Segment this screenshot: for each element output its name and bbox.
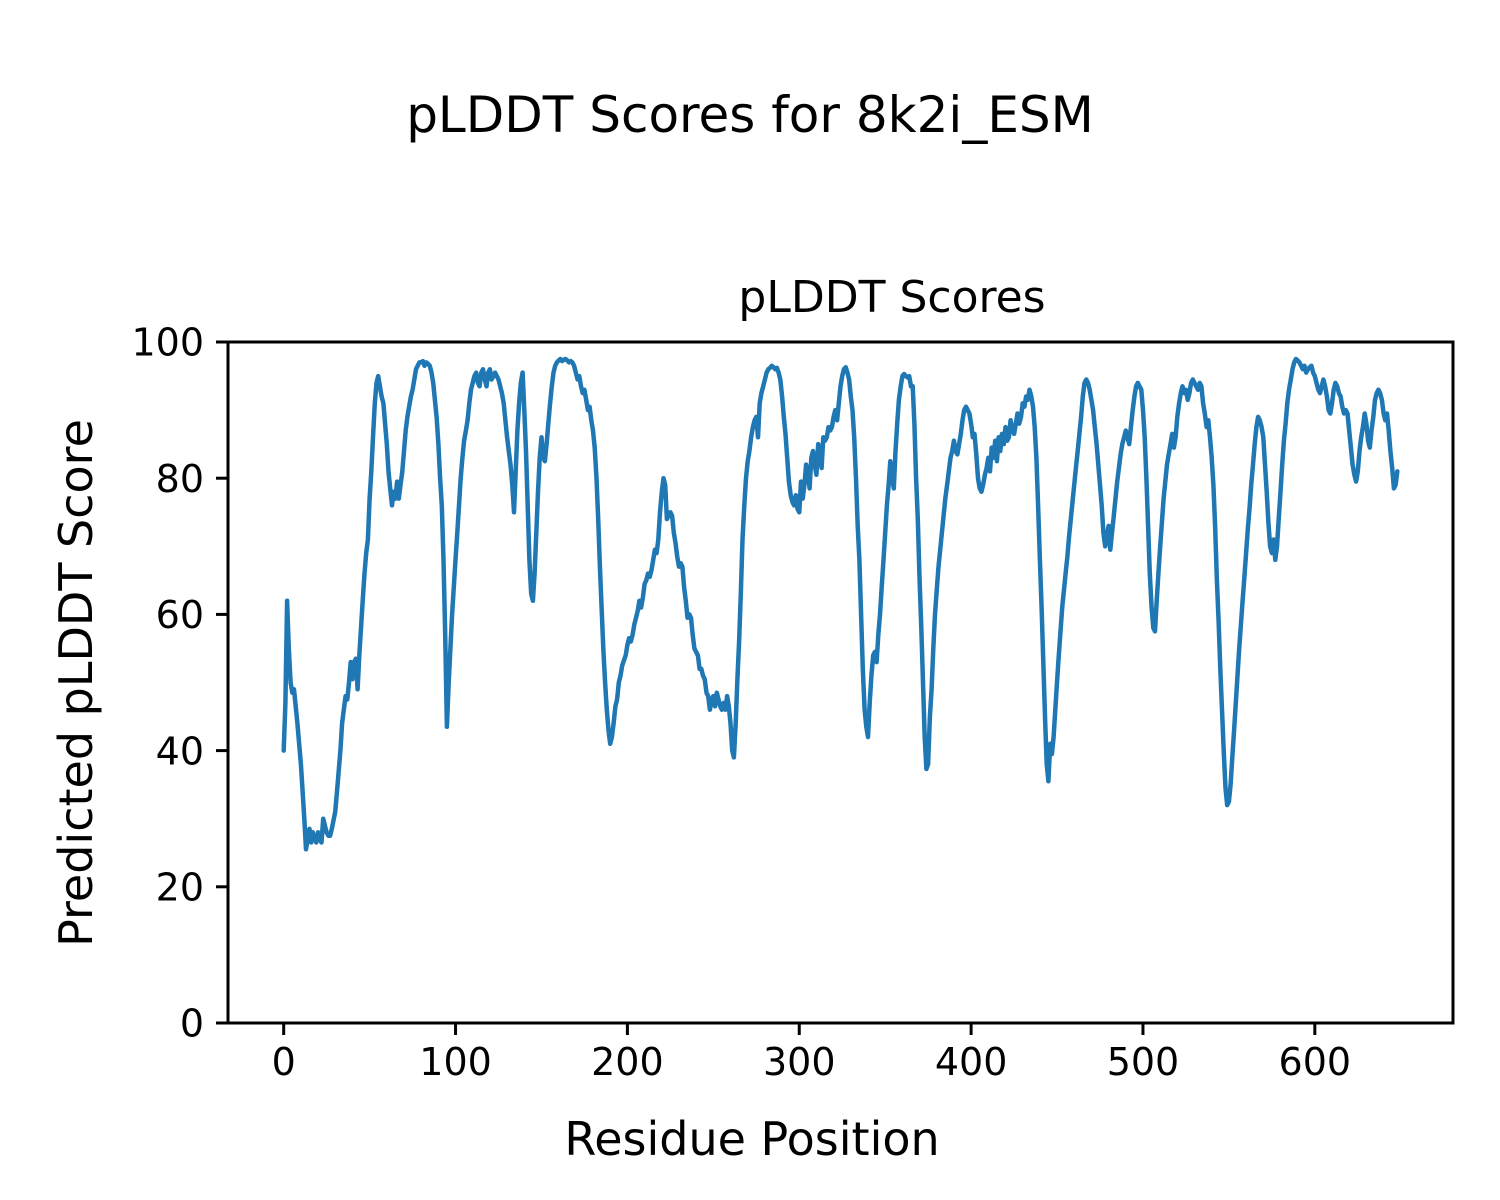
- x-tick-label: 300: [763, 1040, 836, 1084]
- figure-suptitle: pLDDT Scores for 8k2i_ESM: [406, 86, 1094, 144]
- y-axis-ticks: 0 20 40 60 80 100: [131, 321, 228, 1046]
- x-axis-label: Residue Position: [564, 1112, 940, 1166]
- y-tick-label: 60: [156, 593, 204, 637]
- y-tick-label: 0: [180, 1002, 204, 1046]
- y-tick-label: 80: [156, 457, 204, 501]
- axes-spines: [226, 340, 1455, 1025]
- x-axis-ticks: 0 100 200 300 400 500 600: [272, 1023, 1352, 1084]
- x-tick-label: 0: [272, 1040, 296, 1084]
- x-tick-label: 400: [935, 1040, 1008, 1084]
- y-tick-label: 100: [131, 321, 204, 365]
- x-tick-label: 200: [591, 1040, 664, 1084]
- y-tick-label: 40: [156, 729, 204, 773]
- x-tick-label: 500: [1107, 1040, 1180, 1084]
- y-tick-label: 20: [156, 865, 204, 909]
- x-tick-label: 600: [1279, 1040, 1352, 1084]
- x-tick-label: 100: [419, 1040, 492, 1084]
- axes-title: pLDDT Scores: [738, 272, 1046, 323]
- plddt-line: [281, 356, 1400, 852]
